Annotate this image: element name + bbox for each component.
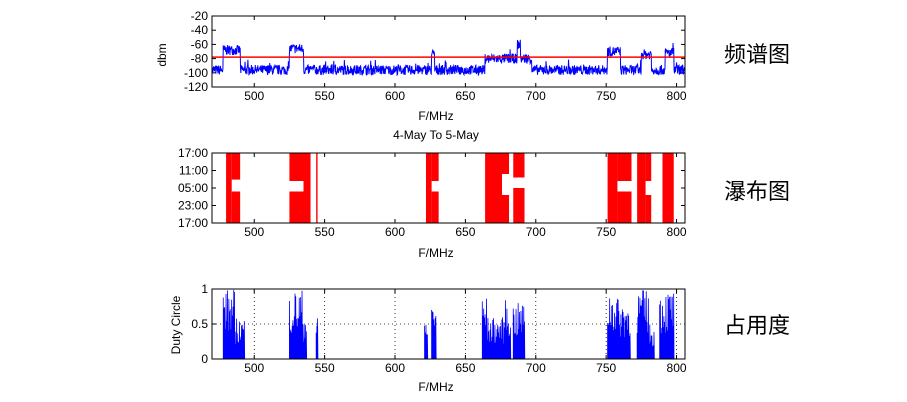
waterfall-side-label: 瀑布图 (724, 180, 790, 205)
occupancy-axes-box (211, 288, 686, 360)
waterfall-occupied-band (617, 191, 632, 223)
occupancy-band-bar (301, 323, 308, 360)
occupancy-x-axis-label: F/MHz (418, 380, 453, 394)
occupancy-x-tick-label: 750 (596, 361, 616, 375)
occupancy-y-tick-label: 1 (201, 282, 208, 296)
waterfall-occupied-band (431, 153, 439, 181)
occupancy-side-label: 占用度 (724, 314, 790, 339)
waterfall-plot-area: 500 550 600 650 700 750 800 17:00 11:00 05:00 23:0… (178, 146, 687, 239)
waterfall-occupied-band (501, 153, 510, 174)
waterfall-occupied-band (513, 153, 525, 178)
occupancy-y-axis-label: Duty Circle (169, 295, 183, 354)
waterfall-x-axis-label: F/MHz (418, 246, 453, 260)
waterfall-occupied-band (303, 153, 311, 223)
occupancy-panel: 500 550 600 650 700 750 800 0 0.5 1 F/MHz Duty Ci… (169, 282, 790, 394)
occupancy-x-tick-label: 500 (244, 361, 264, 375)
spectrum-x-tick-label: 750 (596, 89, 616, 103)
waterfall-occupied-band (617, 153, 632, 181)
spectrum-plot-area: 500 550 600 650 700 750 800 -20-40-60-80-100-12… (184, 9, 687, 103)
spectrum-x-tick-label: 500 (244, 89, 264, 103)
waterfall-occupied-band (645, 195, 652, 223)
waterfall-occupied-band (316, 153, 318, 223)
waterfall-occupied-band (637, 153, 646, 223)
spectrum-x-tick-label: 600 (385, 89, 405, 103)
occupancy-x-tick-label: 650 (455, 361, 475, 375)
waterfall-axes-box (211, 152, 686, 224)
occupancy-plot-area: 500 550 600 650 700 750 800 0 0.5 1 (191, 282, 687, 375)
spectrum-x-tick-label: 700 (526, 89, 546, 103)
spectrum-y-tick-label: -100 (184, 66, 208, 80)
waterfall-panel: 4-May To 5-May 500 550 600 650 700 750 800 17:0… (178, 128, 790, 260)
waterfall-x-tick-label: 500 (244, 225, 264, 239)
waterfall-occupied-band (645, 153, 652, 181)
waterfall-y-tick-label: 17:00 (178, 216, 208, 230)
waterfall-x-tick-label: 650 (455, 225, 475, 239)
waterfall-occupied-band (425, 153, 432, 223)
waterfall-occupied-band (662, 153, 674, 223)
waterfall-occupied-band (289, 191, 304, 223)
waterfall-occupied-band (501, 195, 510, 223)
waterfall-occupied-band (231, 153, 241, 180)
spectrum-x-tick-label: 650 (455, 89, 475, 103)
occupancy-x-tick-label: 600 (385, 361, 405, 375)
waterfall-occupied-band (513, 188, 525, 223)
occupancy-y-tick-label: 0 (201, 352, 208, 366)
spectrum-x-axis-label: F/MHz (418, 109, 453, 123)
waterfall-occupied-band (607, 153, 618, 223)
waterfall-title: 4-May To 5-May (393, 128, 479, 142)
spectrum-y-tick-label: -60 (191, 37, 209, 51)
waterfall-x-tick-label: 700 (526, 225, 546, 239)
spectrum-x-tick-label: 550 (315, 89, 335, 103)
waterfall-x-tick-label: 800 (667, 225, 687, 239)
occupancy-y-tick-label: 0.5 (191, 317, 208, 331)
waterfall-y-tick-label: 05:00 (178, 181, 208, 195)
occupancy-x-tick-label: 700 (526, 361, 546, 375)
occupancy-x-tick-label: 550 (315, 361, 335, 375)
spectrum-trace-line (211, 39, 686, 77)
spectrum-y-tick-label: -120 (184, 80, 208, 94)
waterfall-x-tick-label: 550 (315, 225, 335, 239)
spectrum-x-tick-label: 800 (667, 89, 687, 103)
waterfall-occupied-band (431, 191, 439, 223)
spectrum-y-tick-label: -40 (191, 23, 209, 37)
spectrum-side-label: 频谱图 (724, 43, 790, 68)
spectrum-y-axis-label: dbm (155, 43, 169, 66)
waterfall-y-tick-label: 17:00 (178, 146, 208, 160)
spectrum-axes-box (211, 15, 686, 88)
waterfall-y-tick-label: 23:00 (178, 199, 208, 213)
waterfall-x-tick-label: 600 (385, 225, 405, 239)
spectrum-panel: 500 550 600 650 700 750 800 -20-40-60-80-100-12… (155, 9, 790, 123)
waterfall-occupied-band (231, 191, 241, 223)
waterfall-occupied-band (289, 153, 304, 181)
spectrum-plot-background (212, 16, 685, 87)
waterfall-x-tick-label: 750 (596, 225, 616, 239)
occupancy-x-tick-label: 800 (667, 361, 687, 375)
spectrum-y-tick-label: -20 (191, 9, 209, 23)
spectrum-y-tick-label: -80 (191, 52, 209, 66)
waterfall-occupied-band (485, 153, 502, 223)
waterfall-y-tick-label: 11:00 (179, 164, 208, 178)
waterfall-occupied-band (226, 153, 232, 223)
